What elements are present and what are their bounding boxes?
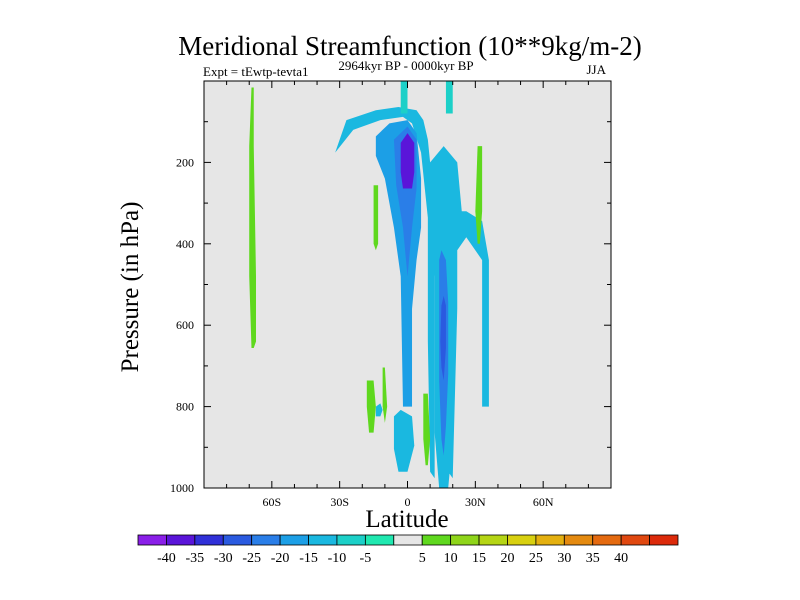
contour-region-pos-mid-east bbox=[475, 146, 483, 244]
colorbar-label: 20 bbox=[500, 551, 514, 566]
contour-region-equator-jet-upper bbox=[400, 81, 408, 114]
colorbar-swatch bbox=[450, 534, 480, 546]
contour-region-pos-mid-low-2 bbox=[382, 367, 388, 423]
colorbar-label: -30 bbox=[214, 551, 233, 566]
plot-area: 60S 30S 0 30N 60N 200 400 600 800 1000 bbox=[170, 80, 612, 509]
y-tick-label: 800 bbox=[176, 400, 194, 414]
colorbar-swatch bbox=[222, 534, 253, 546]
chart-title: Meridional Streamfunction (10**9kg/m-2) bbox=[178, 31, 641, 61]
colorbar-label: 5 bbox=[419, 551, 426, 566]
colorbar-swatch bbox=[620, 534, 650, 546]
colorbar-swatch bbox=[166, 534, 196, 546]
colorbar-swatch bbox=[421, 534, 452, 546]
colorbar-swatch bbox=[194, 534, 224, 546]
x-tick-label: 60N bbox=[533, 495, 554, 509]
contour-region-mid-blob-left bbox=[375, 403, 383, 417]
contour-region-pos-west-band bbox=[249, 87, 257, 348]
colorbar-label: -35 bbox=[186, 551, 205, 566]
colorbar-swatch bbox=[308, 534, 338, 546]
season-label: JJA bbox=[586, 62, 606, 77]
contour-region-pos-equator-low bbox=[423, 393, 431, 466]
colorbar-label: -10 bbox=[328, 551, 347, 566]
y-tick-label: 1000 bbox=[170, 481, 194, 495]
experiment-label: Expt = tEwtp-tevta1 bbox=[203, 64, 309, 79]
colorbar-label: 25 bbox=[529, 551, 543, 566]
contour-region-pos-mid-low bbox=[366, 380, 376, 433]
colorbar-swatch bbox=[364, 534, 395, 546]
colorbar-label: 40 bbox=[614, 551, 628, 566]
colorbar-label: -25 bbox=[242, 551, 261, 566]
colorbar-label: 10 bbox=[444, 551, 458, 566]
colorbar-label: -5 bbox=[360, 551, 372, 566]
colorbar-swatch bbox=[649, 534, 679, 546]
y-axis-label: Pressure (in hPa) bbox=[117, 202, 144, 373]
colorbar-swatch bbox=[592, 534, 622, 546]
colorbar-label: -20 bbox=[271, 551, 290, 566]
colorbar-swatch bbox=[251, 534, 281, 546]
contour-region-lower-cell-core bbox=[440, 295, 446, 381]
colorbar-swatch bbox=[478, 534, 508, 546]
colorbar-swatch bbox=[563, 534, 594, 546]
colorbar-swatch bbox=[535, 534, 565, 546]
colorbar-swatch bbox=[336, 534, 366, 546]
x-tick-label: 30S bbox=[330, 495, 349, 509]
colorbar-swatch bbox=[137, 534, 167, 546]
y-tick-label: 600 bbox=[176, 318, 194, 332]
contour-region-lower-tongue bbox=[393, 409, 415, 472]
colorbar-label: 15 bbox=[472, 551, 486, 566]
x-axis-label: Latitude bbox=[365, 506, 448, 533]
y-tick-label: 400 bbox=[176, 237, 194, 251]
x-tick-label: 60S bbox=[262, 495, 281, 509]
x-tick-label: 0 bbox=[405, 495, 411, 509]
y-tick-label: 200 bbox=[176, 155, 194, 169]
colorbar-label: 35 bbox=[586, 551, 600, 566]
contour-region-upper-core-max bbox=[400, 133, 415, 189]
colorbar-swatch bbox=[507, 534, 537, 546]
colorbar-swatch bbox=[279, 534, 309, 546]
contour-region-equator-jet-upper-2 bbox=[445, 81, 453, 114]
colorbar-label: 30 bbox=[557, 551, 571, 566]
colorbar-label: -40 bbox=[157, 551, 176, 566]
colorbar-label: -15 bbox=[299, 551, 318, 566]
contour-region-pos-mid-left bbox=[373, 185, 379, 251]
period-label: 2964kyr BP - 0000kyr BP bbox=[338, 58, 473, 73]
colorbar: -40 -35 -30 -25 -20 -15 -10 -5 5 10 15 20 25 30 35 40 bbox=[137, 534, 679, 566]
colorbar-swatch bbox=[393, 534, 423, 546]
x-tick-label: 30N bbox=[465, 495, 486, 509]
